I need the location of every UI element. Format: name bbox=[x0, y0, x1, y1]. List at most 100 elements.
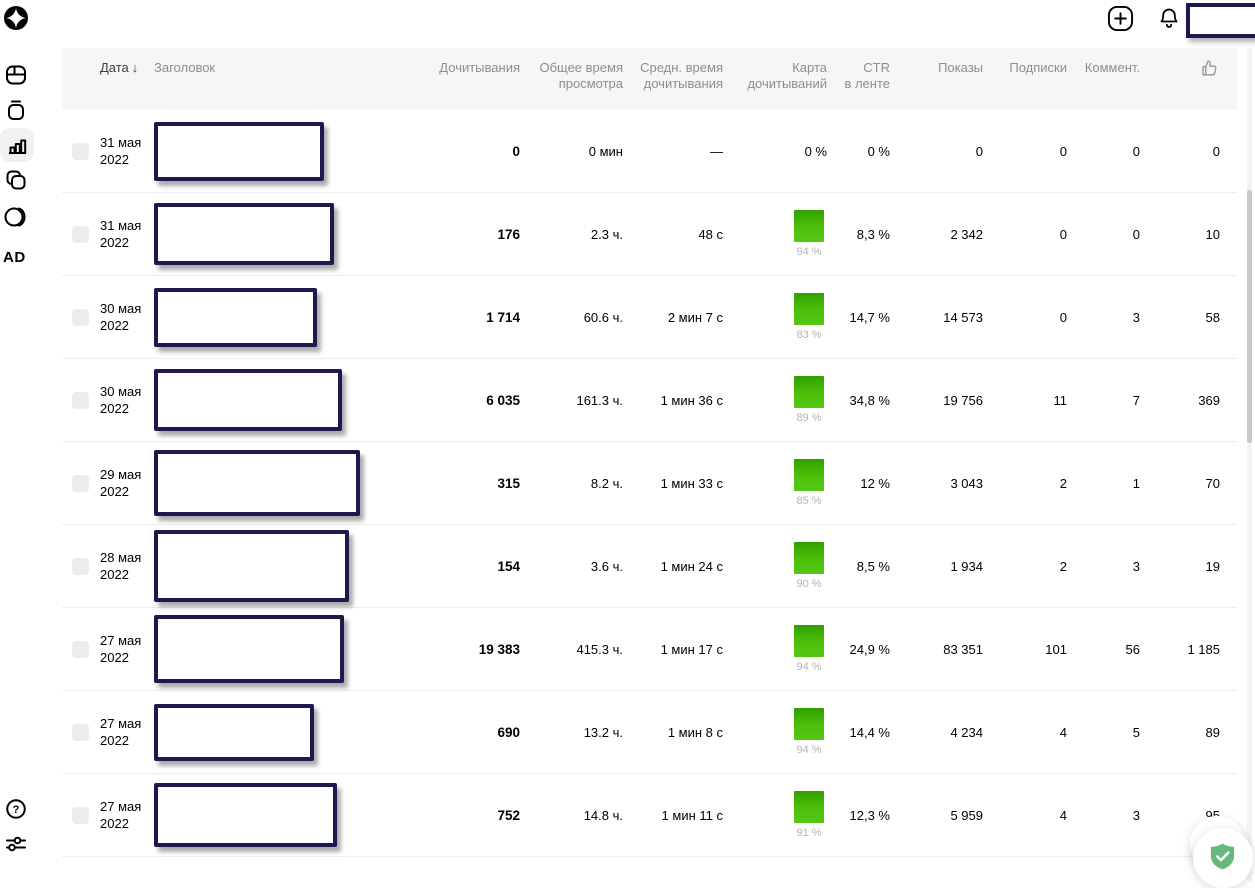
header-reads[interactable]: Дочитывания bbox=[439, 60, 520, 75]
row-likes: 369 bbox=[1198, 392, 1220, 408]
read-map-thumbnail[interactable] bbox=[794, 708, 824, 740]
post-title-redacted-box[interactable] bbox=[154, 203, 334, 265]
read-map-thumbnail[interactable] bbox=[794, 542, 824, 574]
sidebar-item-feed[interactable] bbox=[4, 63, 28, 87]
header-likes[interactable] bbox=[1140, 48, 1220, 79]
table-row[interactable]: 31 мая 2022 176 2.3 ч. 48 с 94 % 8,3 % 2… bbox=[62, 193, 1237, 276]
row-checkbox-cell bbox=[62, 557, 100, 575]
sidebar-item-money[interactable] bbox=[4, 205, 28, 229]
read-map-thumbnail[interactable] bbox=[794, 791, 824, 823]
table-row[interactable]: 27 мая 2022 690 13.2 ч. 1 мин 8 с 94 % 1… bbox=[62, 691, 1237, 774]
sidebar-item-statistics[interactable] bbox=[5, 133, 29, 157]
row-ctr: 12,3 % bbox=[849, 807, 890, 823]
row-title-cell bbox=[154, 615, 420, 683]
read-map-thumbnail[interactable] bbox=[794, 210, 824, 242]
row-checkbox[interactable] bbox=[72, 557, 89, 575]
row-shows: 2 342 bbox=[950, 226, 983, 242]
row-shows: 1 934 bbox=[950, 558, 983, 574]
scrollbar-thumb[interactable] bbox=[1247, 190, 1252, 443]
row-comments: 56 bbox=[1125, 641, 1140, 657]
post-title-redacted-box[interactable] bbox=[154, 450, 360, 516]
table-row[interactable]: 28 мая 2022 154 3.6 ч. 1 мин 24 с 90 % 8… bbox=[62, 525, 1237, 608]
table-row[interactable]: 27 мая 2022 19 383 415.3 ч. 1 мин 17 с 9… bbox=[62, 608, 1237, 691]
post-title-redacted-box[interactable] bbox=[154, 615, 344, 683]
read-map-stack: 94 % bbox=[791, 210, 827, 258]
row-checkbox[interactable] bbox=[72, 723, 89, 741]
row-checkbox[interactable] bbox=[72, 225, 89, 243]
sidebar-item-help[interactable]: ? bbox=[4, 797, 28, 821]
row-avg-time: 2 мин 7 с bbox=[667, 309, 723, 325]
row-title-cell bbox=[154, 450, 420, 516]
read-map-thumbnail[interactable] bbox=[794, 625, 824, 657]
sidebar-item-publications[interactable] bbox=[4, 168, 28, 192]
read-map-thumbnail[interactable] bbox=[794, 459, 824, 491]
post-title-redacted-box[interactable] bbox=[154, 530, 349, 602]
row-checkbox-cell bbox=[62, 391, 100, 409]
table-row[interactable]: 27 мая 2022 752 14.8 ч. 1 мин 11 с 91 % … bbox=[62, 774, 1237, 857]
row-title-cell bbox=[154, 703, 420, 761]
row-checkbox-cell bbox=[62, 225, 100, 243]
profile-redacted-box[interactable] bbox=[1186, 3, 1255, 38]
read-map-thumbnail[interactable] bbox=[794, 376, 824, 408]
header-title[interactable]: Заголовок bbox=[154, 60, 216, 75]
row-comments: 3 bbox=[1132, 807, 1140, 823]
row-checkbox[interactable] bbox=[72, 640, 89, 658]
scrollbar-track[interactable] bbox=[1247, 48, 1252, 881]
header-ctr[interactable]: CTR в ленте bbox=[844, 60, 890, 91]
header-date[interactable]: Дата ↓ bbox=[100, 48, 154, 76]
table-row[interactable]: 30 мая 2022 1 714 60.6 ч. 2 мин 7 с 83 %… bbox=[62, 276, 1237, 359]
post-title-redacted-box[interactable] bbox=[154, 121, 324, 181]
row-checkbox[interactable] bbox=[72, 474, 89, 492]
table-header: Дата ↓ Заголовок Дочитывания Общее время … bbox=[62, 48, 1237, 110]
row-title-cell bbox=[154, 783, 420, 847]
header-avg-time[interactable]: Средн. время дочитывания bbox=[640, 60, 723, 91]
read-map-thumbnail[interactable] bbox=[794, 293, 824, 325]
row-likes: 70 bbox=[1205, 475, 1220, 491]
row-checkbox[interactable] bbox=[72, 806, 89, 824]
table-row[interactable]: 31 мая 2022 0 0 мин — 0 % 0 % 0 0 0 0 bbox=[62, 110, 1237, 193]
read-map-stack: 85 % bbox=[791, 459, 827, 507]
row-likes: 89 bbox=[1205, 724, 1220, 740]
row-read-map-cell: 90 % bbox=[723, 542, 827, 590]
row-total-time: 8.2 ч. bbox=[590, 475, 623, 491]
row-checkbox[interactable] bbox=[72, 391, 89, 409]
row-reads: 19 383 bbox=[478, 641, 520, 657]
row-ctr: 14,7 % bbox=[849, 309, 890, 325]
table-row[interactable]: 29 мая 2022 315 8.2 ч. 1 мин 33 с 85 % 1… bbox=[62, 442, 1237, 525]
add-publication-button[interactable] bbox=[1107, 5, 1134, 32]
table-row[interactable]: 30 мая 2022 6 035 161.3 ч. 1 мин 36 с 89… bbox=[62, 359, 1237, 442]
header-subs[interactable]: Подписки bbox=[1009, 60, 1067, 75]
read-map-stack: 83 % bbox=[791, 293, 827, 341]
row-ctr: 14,4 % bbox=[849, 724, 890, 740]
post-title-redacted-box[interactable] bbox=[154, 287, 317, 347]
plus-icon bbox=[1107, 5, 1134, 32]
row-read-map-cell: 91 % bbox=[723, 791, 827, 839]
row-checkbox[interactable] bbox=[72, 142, 89, 160]
row-title-cell bbox=[154, 530, 420, 602]
row-total-time: 161.3 ч. bbox=[576, 392, 623, 408]
header-total-time[interactable]: Общее время просмотра bbox=[539, 60, 623, 91]
row-read-map-cell: 94 % bbox=[723, 625, 827, 673]
header-shows[interactable]: Показы bbox=[938, 60, 983, 75]
row-read-map-cell: 85 % bbox=[723, 459, 827, 507]
header-comments[interactable]: Коммент. bbox=[1084, 60, 1140, 75]
sidebar-item-archive[interactable] bbox=[4, 98, 28, 122]
row-avg-time: 1 мин 33 с bbox=[660, 475, 723, 491]
post-title-redacted-box[interactable] bbox=[154, 783, 337, 847]
row-date: 29 мая 2022 bbox=[100, 467, 142, 499]
notifications-button[interactable] bbox=[1157, 6, 1181, 30]
sidebar-item-settings[interactable] bbox=[4, 832, 28, 856]
zen-logo[interactable] bbox=[4, 6, 28, 30]
row-checkbox[interactable] bbox=[72, 308, 89, 326]
row-checkbox-cell bbox=[62, 640, 100, 658]
header-read-map[interactable]: Карта дочитываний bbox=[747, 60, 827, 91]
row-avg-time: — bbox=[710, 143, 723, 159]
row-checkbox-cell bbox=[62, 723, 100, 741]
post-title-redacted-box[interactable] bbox=[154, 703, 314, 761]
sidebar-item-ads[interactable]: AD bbox=[3, 249, 26, 266]
post-title-redacted-box[interactable] bbox=[154, 369, 342, 431]
row-likes: 19 bbox=[1205, 558, 1220, 574]
read-map-percent: 90 % bbox=[796, 578, 822, 590]
row-date: 30 мая 2022 bbox=[100, 384, 142, 416]
row-checkbox-cell bbox=[62, 806, 100, 824]
